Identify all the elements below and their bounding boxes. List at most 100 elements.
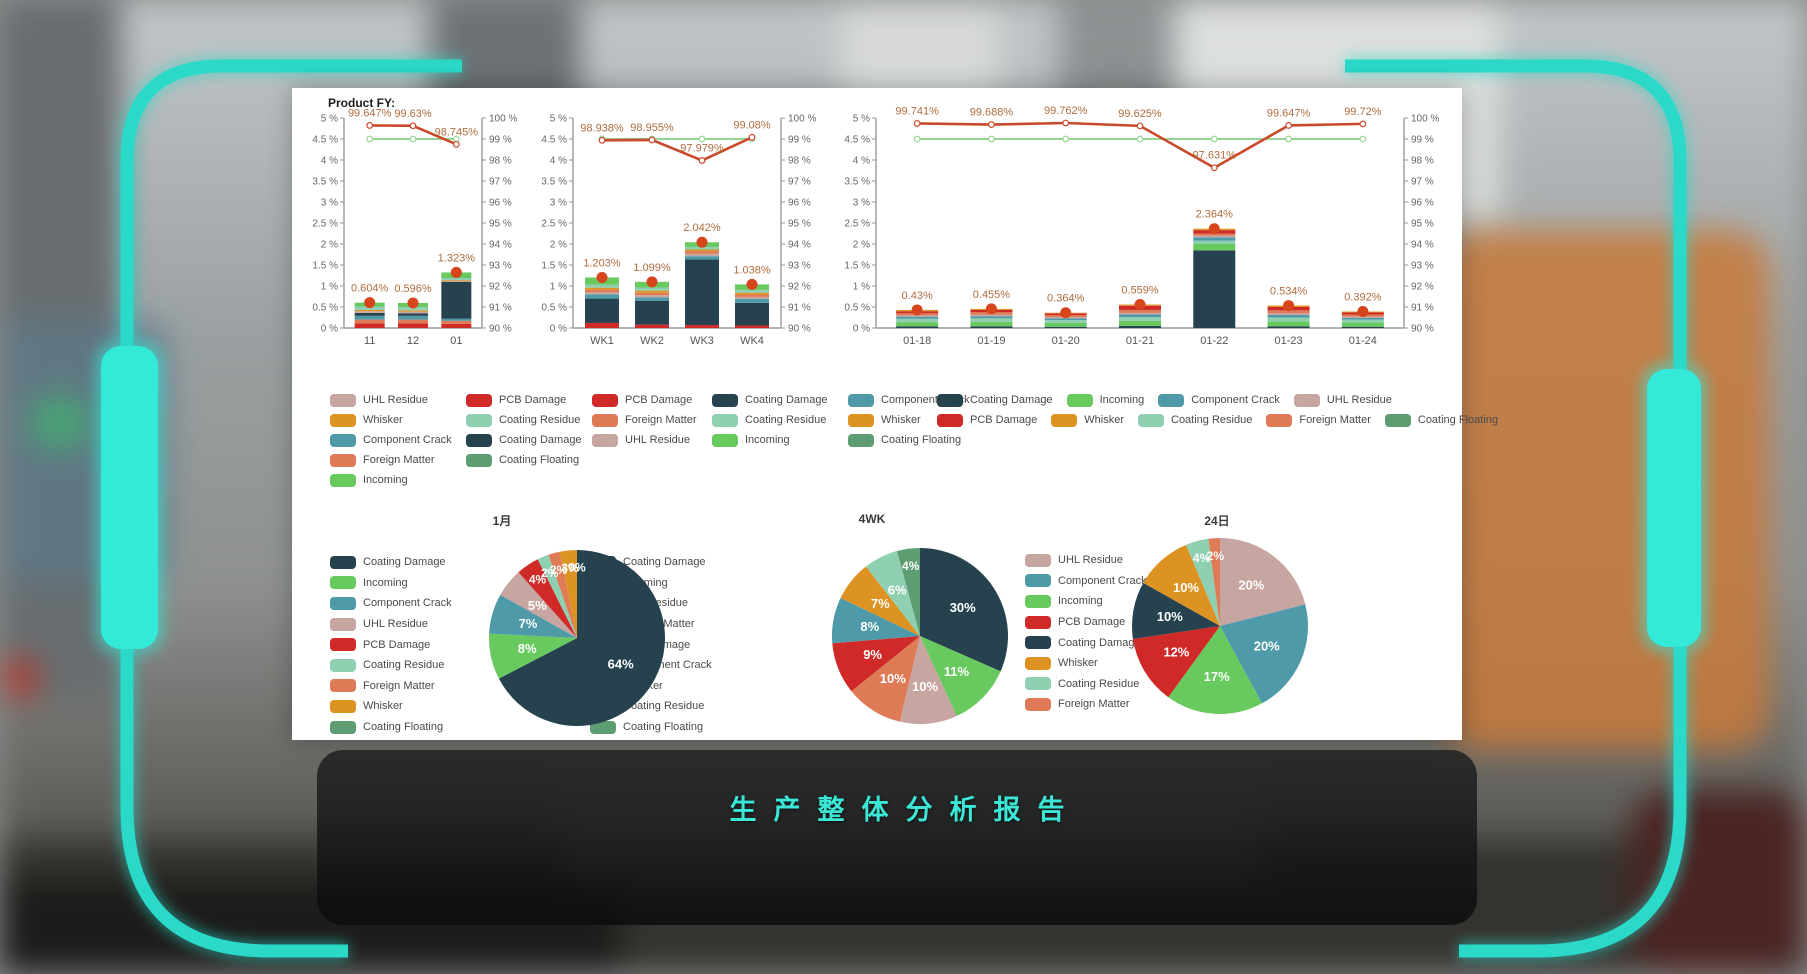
pie-slice bbox=[498, 550, 665, 726]
bar-segment bbox=[735, 325, 769, 328]
chart-text: 0.43% bbox=[902, 290, 933, 302]
legend-swatch bbox=[466, 433, 492, 447]
chart-text: 93 % bbox=[1411, 261, 1434, 272]
chart-text: 4.5 % bbox=[541, 135, 567, 146]
chart-text: 94 % bbox=[1411, 240, 1434, 251]
legend-item: Coating Floating bbox=[330, 720, 443, 734]
legend-swatch bbox=[466, 393, 492, 407]
bar-segment bbox=[970, 318, 1013, 322]
pie-slice bbox=[489, 594, 577, 638]
pie-month-svg: 64% 8% 7% 5% 4%2%2%3%0% bbox=[489, 550, 665, 726]
chart-text: 100 % bbox=[788, 114, 816, 125]
legend-row: Coating Damage bbox=[330, 552, 466, 573]
legend-item: Component Crack bbox=[330, 596, 452, 610]
legend-label: Component Crack bbox=[1191, 394, 1280, 406]
legend-item: Foreign Matter bbox=[330, 453, 452, 467]
chart-text: 99.08% bbox=[733, 119, 771, 131]
chart-text: 99 % bbox=[489, 135, 512, 146]
chart-text: 2.364% bbox=[1196, 209, 1234, 221]
bar-segment bbox=[398, 315, 428, 320]
chart-text: 95 % bbox=[489, 219, 512, 230]
target-line-marker bbox=[1062, 135, 1070, 143]
bar-segment bbox=[354, 309, 385, 312]
target-line-marker bbox=[988, 135, 995, 143]
legend-item: Component Crack bbox=[330, 433, 452, 447]
pie-slice bbox=[1208, 538, 1220, 626]
bar-segment bbox=[1267, 314, 1310, 318]
legend-swatch bbox=[1051, 413, 1078, 427]
pie-slice bbox=[559, 550, 577, 638]
bar-segment bbox=[1341, 326, 1384, 328]
target-line-marker bbox=[366, 135, 374, 143]
legend-swatch bbox=[1025, 677, 1051, 691]
bar-total-dot bbox=[1208, 223, 1220, 235]
chart-text: 1.099% bbox=[633, 262, 671, 274]
chart-text: 3 % bbox=[853, 198, 870, 209]
legend-swatch bbox=[330, 453, 356, 467]
chart-text: 01-22 bbox=[1200, 335, 1228, 347]
chart-text: 3.5 % bbox=[844, 177, 870, 188]
yield-line-marker bbox=[698, 157, 706, 164]
trend-lines: 99.741% 99.688% 99.762% 99.625% 97.631% 99.64… bbox=[895, 105, 1382, 172]
bar-segment bbox=[1193, 235, 1236, 238]
bar-segment bbox=[1193, 240, 1236, 244]
legend-label: Whisker bbox=[363, 414, 403, 426]
pie-slice-label: 10% bbox=[912, 679, 938, 694]
charts-panel: Product FY: 5 % 100 % 4.5 % 99 % 4 % 98 % 3.5 … bbox=[292, 88, 1498, 740]
pie-slice bbox=[831, 598, 920, 644]
pie-slice bbox=[899, 636, 957, 724]
legend-label: Foreign Matter bbox=[363, 679, 435, 692]
legend-swatch bbox=[1138, 413, 1164, 427]
chart-text: 01-20 bbox=[1052, 335, 1080, 347]
legend-swatch bbox=[330, 473, 356, 487]
pie-slice bbox=[1168, 626, 1262, 714]
bar-segment bbox=[1193, 233, 1236, 236]
bar-segment bbox=[585, 322, 619, 328]
legend-label: UHL Residue bbox=[363, 618, 429, 631]
legend-item: Whisker bbox=[848, 413, 978, 427]
chart-text: 97.979% bbox=[680, 142, 724, 154]
bar-segment bbox=[1119, 317, 1161, 321]
target-line-marker bbox=[1285, 135, 1292, 143]
bar-segment bbox=[1193, 244, 1236, 251]
chart-text: 99.688% bbox=[970, 107, 1014, 119]
bar-segment bbox=[441, 323, 472, 328]
pie-slice-label: 4% bbox=[1193, 551, 1211, 565]
legend-swatch bbox=[330, 638, 356, 652]
legend-item: Foreign Matter bbox=[330, 679, 435, 693]
bar-segment bbox=[398, 311, 428, 314]
category-labels: 01-18 01-19 01-20 01-21 01-22 01-23 01-24 bbox=[903, 335, 1377, 347]
bar-segment bbox=[398, 323, 428, 328]
legend-item: Coating Residue bbox=[712, 413, 834, 427]
legend-label: Coating Residue bbox=[1058, 677, 1140, 690]
bar-segment bbox=[1341, 319, 1384, 323]
daily-defect-chart: 5 % 100 % 4.5 % 99 % 4 % 98 % 3.5 % 97 % 3 % 96 %… bbox=[832, 96, 1452, 369]
legend-label: Incoming bbox=[1058, 595, 1103, 608]
chart-text: 1 % bbox=[321, 282, 338, 293]
pie-24day-svg: 20% 20% 17% 12% 10% 10% 4%2% bbox=[1131, 538, 1309, 714]
pie-month-chart: 64% 8% 7% 5% 4% 2% 2% 3% 0% bbox=[482, 543, 672, 738]
legend-label: Whisker bbox=[363, 700, 403, 713]
chart-text: WK3 bbox=[690, 335, 714, 347]
pie-slice-label: 2% bbox=[541, 566, 559, 580]
bar-segment bbox=[354, 312, 385, 316]
bg-left-panel bbox=[0, 320, 170, 580]
chart-text: 3.5 % bbox=[312, 177, 338, 188]
legend-swatch bbox=[330, 555, 356, 569]
legend-row: UHL Residue PCB Damage bbox=[330, 390, 620, 410]
pie-slice bbox=[500, 572, 577, 638]
chart-text: 5 % bbox=[550, 114, 567, 125]
chart-text: 01-18 bbox=[903, 335, 931, 347]
pie-slice bbox=[489, 633, 577, 679]
legend-swatch bbox=[712, 413, 738, 427]
legend-swatch bbox=[848, 433, 874, 447]
yield-line-marker bbox=[409, 122, 417, 130]
chart-text: 0.5 % bbox=[541, 303, 567, 314]
pie-4wk-svg: 30% 11% 10% 10% 9% 8% 7%6% 4% bbox=[831, 548, 1009, 724]
legend-swatch bbox=[330, 658, 356, 672]
chart-text: 95 % bbox=[788, 219, 811, 230]
bar-total-dot bbox=[1060, 307, 1072, 319]
yield-line bbox=[917, 121, 1363, 170]
legend-label: Coating Floating bbox=[499, 454, 580, 466]
